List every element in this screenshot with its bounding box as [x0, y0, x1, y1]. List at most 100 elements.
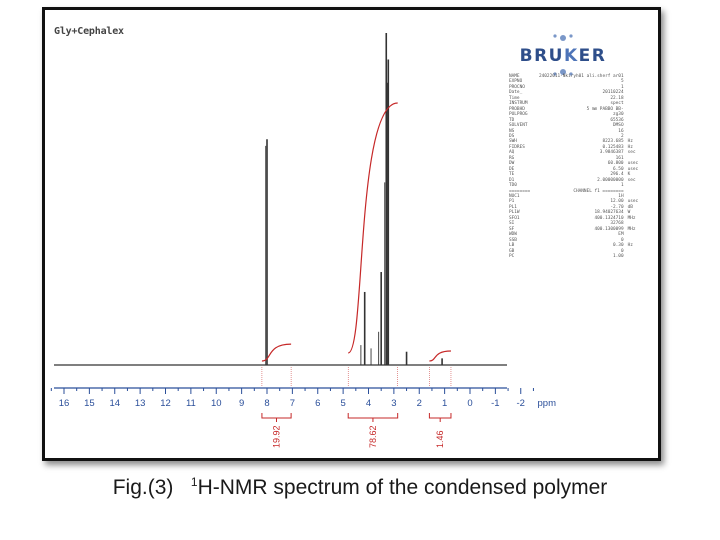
caption-figure-number: Fig.(3): [112, 476, 174, 499]
x-tick-label: 4: [366, 398, 371, 409]
parameter-value: 3.9846387: [599, 150, 624, 156]
integral-curve: [347, 102, 398, 354]
parameter-name: SOLVENT: [509, 123, 528, 129]
integral-bracket: [347, 413, 399, 419]
parameter-value: 2: [620, 133, 624, 139]
parameter-unit: dB: [627, 204, 633, 210]
x-tick-label: 9: [239, 398, 244, 409]
parameter-value: 60.800: [607, 161, 624, 167]
x-tick-label: 2: [417, 398, 422, 409]
parameter-name: Date_: [509, 90, 523, 96]
parameter-value: 12.00: [610, 199, 624, 205]
parameter-row: P1 12.00 usec: [507, 199, 640, 204]
parameter-row: PL1W 18.94027634 W: [507, 210, 640, 215]
parameter-name: EXPNO: [509, 79, 523, 85]
parameter-row: PL1 -2.70 dB: [507, 205, 640, 210]
x-tick-label: 10: [211, 398, 222, 409]
parameter-name: P1: [509, 199, 515, 205]
parameter-value: 400.1324710: [594, 215, 624, 221]
parameter-value: 5: [620, 79, 624, 85]
x-tick-label: 16: [59, 398, 70, 409]
parameter-value: 65536: [610, 117, 624, 123]
caption-text: H-NMR spectrum of the condensed polymer: [197, 476, 608, 499]
integral-value-label: 78.62: [368, 425, 378, 448]
parameter-row: PULPROG zg30: [507, 112, 640, 117]
parameter-unit: usec: [627, 166, 639, 172]
parameter-unit: Hz: [627, 144, 633, 150]
parameter-name: TE: [509, 172, 515, 178]
nmr-spectrum-chart: 16 15 14 13 12 11 10 9 8 7 6 5 4 3 2 1 0 -1 -2 ppm 19.92 78.…: [50, 33, 556, 448]
parameter-row: TE 296.4 K: [507, 172, 640, 177]
parameter-name: PULPROG: [509, 112, 528, 118]
parameter-row: PC 1.00: [507, 254, 640, 259]
parameter-name: NS: [509, 128, 515, 134]
parameter-name: DE: [509, 166, 515, 172]
parameter-value: spect: [610, 101, 624, 107]
parameter-row: LB 0.30 Hz: [507, 243, 640, 248]
x-tick-label: 13: [135, 398, 146, 409]
bruker-emblem-icon: [553, 34, 573, 76]
parameter-value: 1.00: [613, 253, 624, 259]
parameter-row: SFO1 400.1324710 MHz: [507, 216, 640, 221]
parameter-name: D1: [509, 177, 515, 183]
parameter-value: CHANNEL f1 ========: [573, 188, 624, 194]
sample-title: Gly+Cephalex: [54, 26, 124, 37]
parameter-name: SWH: [509, 139, 517, 145]
x-tick-label: 0: [467, 398, 472, 409]
parameter-unit: MHz: [627, 215, 636, 221]
parameter-name: NAME: [509, 74, 520, 79]
parameter-name: TD0: [509, 183, 517, 189]
parameter-value: 0: [620, 248, 624, 254]
parameter-row: GB 0: [507, 249, 640, 254]
parameter-unit: Hz: [627, 139, 633, 145]
parameter-name: Time: [509, 95, 520, 101]
parameter-value: 2.00000000: [597, 177, 624, 183]
parameter-value: 1: [620, 183, 624, 189]
parameter-name: PC: [509, 253, 515, 259]
parameter-unit: MHz: [627, 226, 636, 232]
parameter-value: 22.18: [610, 95, 624, 101]
parameter-row: NS 16: [507, 129, 640, 134]
parameter-name: PROBHD: [509, 106, 525, 112]
parameter-row: EXPNO 5: [507, 79, 640, 84]
caption-superscript: 1: [190, 475, 198, 489]
x-tick-label: 11: [186, 398, 196, 409]
parameter-value: 32768: [610, 221, 624, 227]
parameter-unit: sec: [627, 150, 636, 156]
parameter-name: TD: [509, 117, 515, 123]
parameter-row: Date_ 20110224: [507, 90, 640, 95]
parameter-name: SSB: [509, 237, 517, 243]
x-tick-label: 6: [315, 398, 320, 409]
parameter-value: 0: [620, 237, 624, 243]
parameter-name: INSTRUM: [509, 101, 528, 107]
parameter-name: LB: [509, 243, 515, 249]
parameter-row: TD0 1: [507, 183, 640, 188]
parameter-value: -2.70: [610, 204, 624, 210]
parameter-row: SSB 0: [507, 238, 640, 243]
bruker-logo: BRUKER: [510, 32, 616, 80]
parameter-value: 20110224: [602, 90, 624, 96]
parameter-value: 18.94027634: [594, 210, 624, 216]
parameter-name: AQ: [509, 150, 515, 156]
parameter-value: 1H: [618, 193, 624, 199]
parameter-name: FIDRES: [509, 144, 525, 150]
parameter-value: zg30: [613, 112, 624, 118]
parameter-name: SFO1: [509, 215, 520, 221]
parameter-value: EM: [618, 232, 624, 238]
parameter-unit: usec: [627, 161, 639, 167]
parameter-name: GB: [509, 248, 515, 254]
integral-value-label: 19.92: [272, 425, 282, 448]
parameter-value: 296.4: [610, 172, 624, 178]
parameter-name: DW: [509, 161, 515, 167]
parameter-unit: W: [627, 210, 631, 216]
parameter-row: INSTRUM spect: [507, 101, 640, 106]
parameter-value: 6.50: [613, 166, 624, 172]
parameter-row: FIDRES 0.125483 Hz: [507, 145, 640, 150]
x-tick-label: 3: [391, 398, 396, 409]
parameter-row: DW 60.800 usec: [507, 161, 640, 166]
parameter-row: TD 65536: [507, 118, 640, 123]
parameter-value: 8223.685: [602, 139, 624, 145]
parameter-row: RG 161: [507, 156, 640, 161]
parameter-row: ======== CHANNEL f1 ========: [507, 189, 640, 194]
parameter-row: DS 2: [507, 134, 640, 139]
